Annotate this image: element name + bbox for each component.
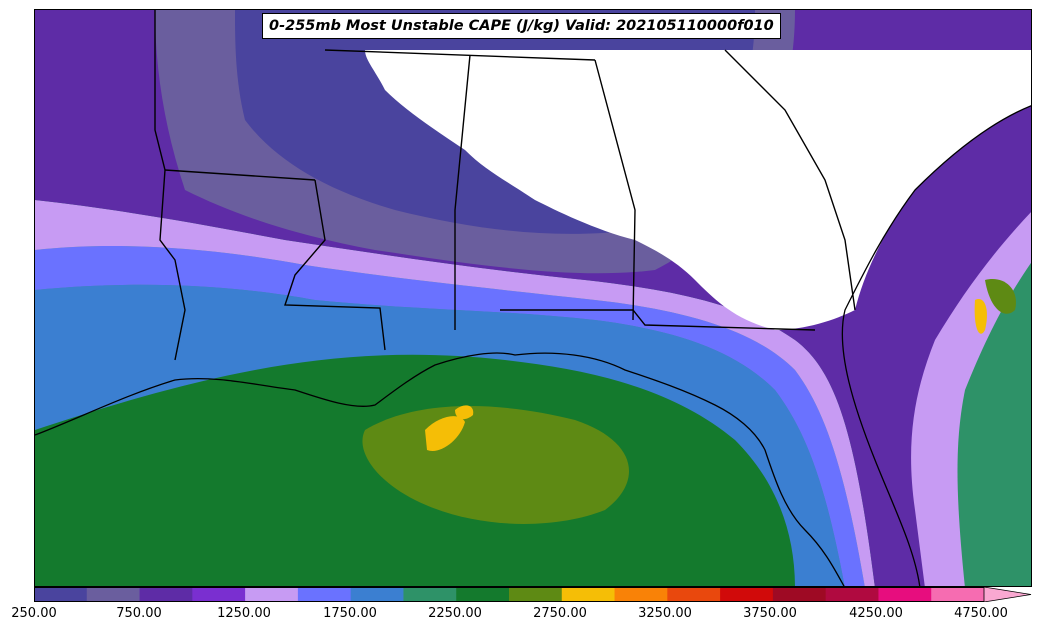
colorbar-swatch xyxy=(720,587,774,602)
colorbar-swatch xyxy=(34,587,88,602)
colorbar-swatch xyxy=(931,587,985,602)
border-ar-la xyxy=(159,169,186,361)
colorbar-tick-label: 250.00 xyxy=(11,606,57,621)
coastlines xyxy=(35,105,1031,586)
colorbar-tick-label: 4250.00 xyxy=(849,606,903,621)
cape-fill-1500 xyxy=(35,200,875,586)
colorbar-swatch xyxy=(614,587,668,602)
colorbar-swatch xyxy=(350,587,404,602)
colorbar-extend-arrow xyxy=(983,587,1032,602)
coast-texas-louisiana xyxy=(35,352,845,586)
cape-fill-1750 xyxy=(35,245,865,586)
colorbar-swatch xyxy=(403,587,457,602)
colorbar-swatch xyxy=(245,587,299,602)
border-la-ms xyxy=(284,179,386,351)
cape-fill-layer xyxy=(35,10,1031,586)
colorbar-swatch xyxy=(878,587,932,602)
border-tx-ok xyxy=(154,10,166,171)
colorbar-swatch xyxy=(772,587,827,602)
colorbar-tick-label: 3250.00 xyxy=(638,606,692,621)
colorbar-swatch xyxy=(509,587,563,602)
map-title: 0-255mb Most Unstable CAPE (J/kg) Valid:… xyxy=(262,13,781,39)
colorbar-swatch xyxy=(825,587,879,602)
colorbar-tick-label: 3750.00 xyxy=(743,606,797,621)
colorbar-tick-label: 1250.00 xyxy=(217,606,271,621)
cape-fill-atlantic-2750 xyxy=(985,279,1016,314)
cape-fill-3000b xyxy=(455,405,474,420)
border-ms-tn xyxy=(324,49,596,61)
colorbar-swatch xyxy=(561,587,616,602)
border-al-fl xyxy=(500,309,816,331)
colorbar xyxy=(34,587,1032,602)
cape-map xyxy=(35,10,1031,586)
coast-florida-east xyxy=(841,105,1031,586)
state-borders xyxy=(154,10,856,361)
colorbar-swatch xyxy=(667,587,721,602)
colorbar-tick-label: 750.00 xyxy=(116,606,162,621)
cape-fill-3000 xyxy=(425,416,465,451)
border-al-ga xyxy=(594,59,636,321)
cape-fill-atlantic-3000 xyxy=(974,299,987,334)
border-ga-sc xyxy=(724,49,856,311)
colorbar-outline xyxy=(34,587,984,602)
colorbar-swatch xyxy=(297,587,352,602)
colorbar-swatch xyxy=(192,587,246,602)
colorbar-tick-label: 2750.00 xyxy=(533,606,587,621)
colorbar-tick-label: 4750.00 xyxy=(954,606,1008,621)
border-ms-al xyxy=(454,54,471,330)
border-ar-north xyxy=(164,169,316,181)
map-panel xyxy=(34,9,1032,587)
colorbar-tick-label: 1750.00 xyxy=(323,606,377,621)
colorbar-swatch xyxy=(139,587,193,602)
no-data-region xyxy=(365,50,1031,330)
colorbar-tick-label: 2250.00 xyxy=(428,606,482,621)
cape-fill-atlantic-2250 xyxy=(957,262,1031,586)
colorbar-swatch xyxy=(86,587,141,602)
colorbar-swatch xyxy=(456,587,510,602)
cape-fill-2000 xyxy=(35,284,845,586)
